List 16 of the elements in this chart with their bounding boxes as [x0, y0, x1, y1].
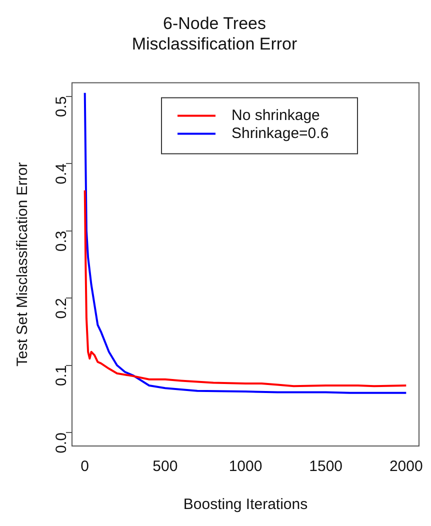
y-axis-title: Test Set Misclassification Error	[14, 162, 32, 367]
x-axis-title: Boosting Iterations	[183, 496, 308, 514]
x-tick-label: 500	[152, 458, 178, 476]
y-tick-label: 0.1	[53, 365, 70, 386]
chart-title: 6-Node Trees Misclassification Error	[132, 14, 298, 54]
y-tick-label: 0.5	[53, 96, 70, 118]
y-tick-label: 0.4	[53, 164, 70, 184]
y-tick-label: 0.3	[53, 230, 70, 252]
x-tick-label: 2000	[389, 458, 423, 476]
y-tick-label: 0.2	[53, 298, 70, 319]
x-tick-label: 0	[80, 458, 90, 476]
x-tick-label: 1000	[228, 458, 262, 476]
legend-label: No shrinkage	[232, 106, 320, 124]
y-tick-label: 0.0	[53, 432, 70, 454]
legend-label: Shrinkage=0.6	[232, 124, 329, 142]
x-tick-label: 1500	[309, 458, 343, 476]
